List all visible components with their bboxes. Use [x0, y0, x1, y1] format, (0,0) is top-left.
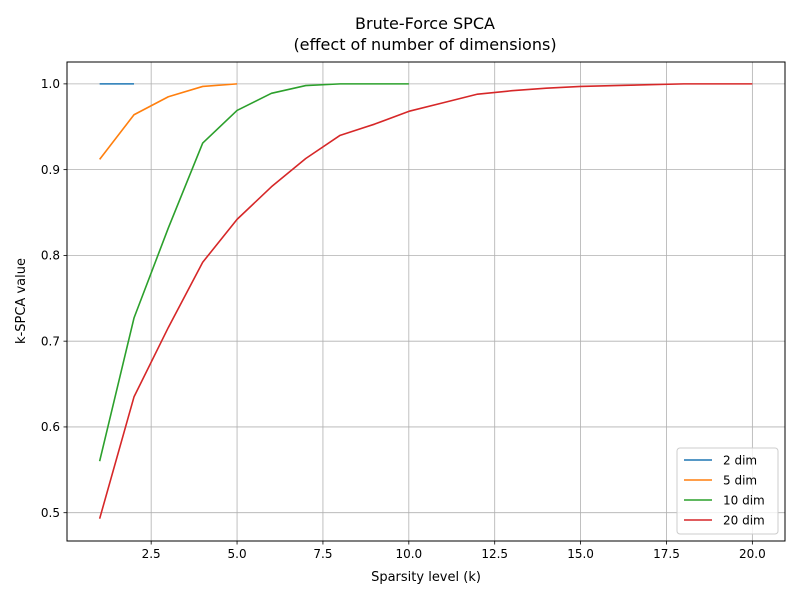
series-line-4 [98, 83, 753, 519]
legend-label-1: 2 dim [723, 453, 757, 467]
x-tick-label: 12.5 [481, 547, 508, 561]
legend-label-3: 10 dim [723, 493, 765, 507]
x-tick-label: 2.5 [142, 547, 161, 561]
x-axis-label: Sparsity level (k) [371, 570, 481, 585]
chart-title: Brute-Force SPCA [355, 14, 495, 33]
plot-frame [66, 61, 786, 542]
series-lines [98, 83, 753, 519]
y-tick-label: 1.0 [41, 77, 60, 91]
legend-label-2: 5 dim [723, 473, 757, 487]
x-tick-label: 15.0 [567, 547, 594, 561]
y-tick-label: 0.5 [41, 506, 60, 520]
y-axis-ticks: 0.5 0.6 0.7 0.8 0.9 1.0 [41, 77, 67, 520]
legend-label-4: 20 dim [723, 513, 765, 527]
x-tick-label: 17.5 [653, 547, 680, 561]
y-tick-label: 0.8 [41, 249, 60, 263]
x-tick-label: 5.0 [228, 547, 247, 561]
y-tick-label: 0.7 [41, 334, 60, 348]
y-tick-label: 0.6 [41, 420, 60, 434]
y-axis-label: k-SPCA value [14, 258, 29, 344]
legend: 2 dim 5 dim 10 dim 20 dim [676, 447, 779, 535]
series-line-2 [99, 83, 238, 160]
x-tick-label: 10.0 [395, 547, 422, 561]
x-tick-label: 7.5 [313, 547, 332, 561]
y-tick-label: 0.9 [41, 163, 60, 177]
legend-box [676, 447, 779, 535]
x-tick-label: 20.0 [739, 547, 766, 561]
chart-subtitle: (effect of number of dimensions) [293, 35, 556, 54]
x-axis-ticks: 2.5 5.0 7.5 10.0 12.5 15.0 17.5 20.0 [142, 541, 766, 561]
series-line-3 [98, 83, 409, 462]
